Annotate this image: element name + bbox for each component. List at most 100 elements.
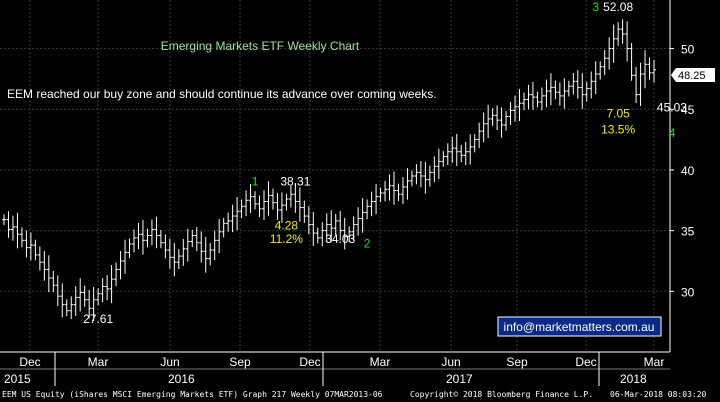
- ohlc-bar: [472, 134, 477, 153]
- ohlc-bar: [167, 238, 172, 269]
- ohlc-bar: [181, 238, 186, 266]
- chart-title: Emerging Markets ETF Weekly Chart: [161, 39, 360, 53]
- ohlc-bar: [69, 296, 74, 320]
- y-tick-label: 45: [681, 103, 695, 117]
- ohlc-bar: [6, 211, 11, 238]
- ohlc-bar: [593, 61, 598, 95]
- ohlc-bar: [64, 299, 69, 317]
- ohlc-bars: [2, 19, 656, 322]
- ohlc-bar: [270, 188, 275, 210]
- footer: EEM US Equity (iShares MSCI Emerging Mar…: [0, 387, 720, 402]
- ohlc-bar: [203, 237, 208, 273]
- ohlc-bar: [544, 79, 549, 108]
- ohlc-bar: [342, 217, 347, 250]
- ohlc-bar: [306, 206, 311, 235]
- ohlc-bar: [356, 207, 361, 236]
- ohlc-bar: [158, 230, 163, 249]
- ohlc-bar: [324, 213, 329, 242]
- ohlc-bar: [28, 232, 33, 261]
- ohlc-bar: [616, 22, 621, 46]
- ohlc-bar: [589, 71, 594, 99]
- ohlc-bar: [176, 249, 181, 270]
- ohlc-bar: [365, 199, 370, 220]
- ohlc-bar: [369, 191, 374, 217]
- ohlc-bar: [553, 80, 558, 100]
- y-tick-label: 50: [681, 43, 695, 57]
- ohlc-bar: [257, 195, 262, 218]
- ohlc-bar: [347, 226, 352, 243]
- ohlc-bar: [91, 287, 96, 322]
- x-year-label: 2018: [620, 372, 647, 386]
- ohlc-bar: [477, 122, 482, 148]
- ohlc-bar: [217, 219, 222, 254]
- ohlc-bar: [109, 264, 114, 304]
- ohlc-bar: [566, 80, 571, 97]
- ohlc-bar: [239, 199, 244, 219]
- ohlc-bar: [230, 204, 235, 233]
- ohlc-bar: [288, 185, 293, 208]
- ohlc-bar: [284, 193, 289, 211]
- ohlc-bar: [535, 91, 540, 108]
- ohlc-bar: [522, 92, 526, 111]
- ohlc-bar: [114, 262, 119, 287]
- footer-source: EEM US Equity (iShares MSCI Emerging Mar…: [2, 390, 383, 399]
- ohlc-bar: [46, 255, 51, 293]
- ohlc-bar: [432, 156, 437, 183]
- last-price-tag: 48.25: [671, 68, 715, 82]
- ohlc-bar: [629, 43, 634, 81]
- x-month-label: Mar: [370, 355, 391, 369]
- footer-copyright: Copyright© 2018 Bloomberg Finance L.P.: [410, 390, 594, 399]
- ohlc-bar: [2, 214, 6, 226]
- ohlc-bar: [459, 144, 464, 163]
- ohlc-bar: [378, 187, 383, 203]
- ohlc-bar: [87, 289, 92, 319]
- ohlc-bar: [526, 84, 531, 110]
- ohlc-bar: [387, 174, 392, 201]
- ohlc-bar: [450, 136, 455, 164]
- ohlc-bar: [248, 183, 253, 214]
- email-link[interactable]: info@marketmatters.com.au: [504, 320, 655, 334]
- ohlc-bar: [190, 230, 195, 248]
- ohlc-bar: [517, 88, 522, 122]
- ohlc-bar: [123, 239, 128, 274]
- ohlc-bar: [513, 95, 518, 122]
- ohlc-bar: [392, 171, 396, 205]
- ohlc-bar: [199, 231, 204, 263]
- ohlc-bar: [19, 227, 24, 248]
- ohlc-bar: [396, 183, 401, 202]
- ohlc-bar: [163, 234, 168, 259]
- ohlc-bar: [172, 243, 177, 277]
- x-month-label: Mar: [644, 355, 665, 369]
- ohlc-bar: [194, 227, 199, 252]
- price-chart: 30 35 40 45 50 Dec Mar Jun Sep Dec Mar Jun Sep Dec Mar…: [0, 0, 715, 386]
- ohlc-bar: [149, 219, 154, 246]
- ohlc-bar: [436, 148, 441, 180]
- ohlc-bar: [221, 217, 226, 238]
- ohlc-bar: [262, 190, 266, 221]
- footer-timestamp: 06-Mar-2018 08:03:20: [610, 390, 707, 399]
- ohlc-bar: [360, 198, 365, 233]
- ohlc-bar: [441, 151, 446, 167]
- x-month-label: Jun: [441, 355, 460, 369]
- annotation-label: 38.31: [280, 175, 310, 189]
- ohlc-bar: [486, 104, 491, 139]
- ohlc-bar: [602, 49, 607, 76]
- ohlc-bar: [647, 57, 652, 80]
- ohlc-bar: [266, 181, 271, 216]
- annotation-label: 13.5%: [601, 123, 635, 137]
- ohlc-bar: [100, 278, 105, 303]
- email-box[interactable]: info@marketmatters.com.au: [497, 316, 662, 337]
- ohlc-bar: [575, 70, 580, 99]
- ohlc-bar: [463, 141, 468, 166]
- annotation-label: 4: [669, 126, 676, 140]
- ohlc-bar: [611, 24, 616, 63]
- x-month-label: Sep: [506, 355, 528, 369]
- ohlc-bar: [96, 288, 101, 306]
- annotation-label: 45.03: [657, 101, 687, 115]
- last-price-value: 48.25: [678, 70, 706, 82]
- ohlc-bar: [244, 190, 249, 217]
- ohlc-bar: [490, 108, 495, 126]
- ohlc-bar: [571, 72, 576, 95]
- ohlc-bar: [253, 191, 258, 210]
